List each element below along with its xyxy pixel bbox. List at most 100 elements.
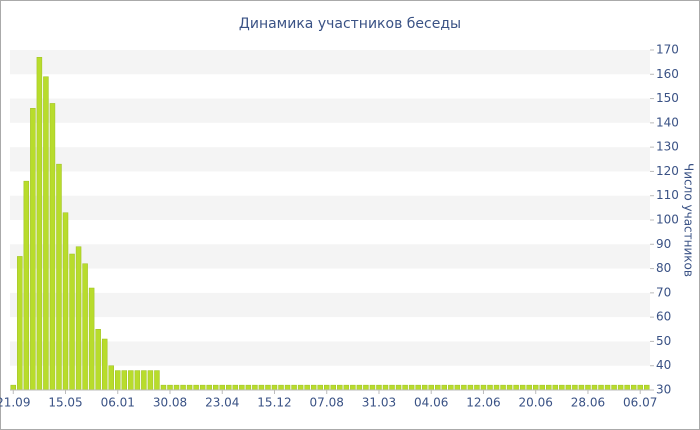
bar xyxy=(88,287,95,391)
bar xyxy=(128,370,134,391)
bar xyxy=(75,246,82,391)
x-tick-label: 12.06 xyxy=(466,396,500,410)
y-tick-label: 140 xyxy=(656,115,679,129)
bar xyxy=(278,384,284,391)
bar xyxy=(186,384,193,391)
x-tick-label: 20.06 xyxy=(519,396,553,410)
y-tick-label: 50 xyxy=(656,334,671,348)
bar xyxy=(154,370,160,391)
y-tick-label: 60 xyxy=(656,310,671,324)
x-tick-label: 15.12 xyxy=(257,396,291,410)
bar xyxy=(95,329,101,391)
x-tick-label: 15.05 xyxy=(48,396,82,410)
y-tick-label: 150 xyxy=(656,91,679,105)
bar xyxy=(10,384,16,391)
bar xyxy=(69,253,75,391)
bar xyxy=(350,384,356,391)
bar xyxy=(559,384,565,391)
bar xyxy=(212,384,219,391)
x-tick-label: 30.08 xyxy=(153,396,187,410)
bar xyxy=(284,384,291,391)
bar xyxy=(480,384,487,391)
chart-title: Динамика участников беседы xyxy=(239,16,461,32)
bar xyxy=(304,384,310,391)
bar xyxy=(363,384,369,391)
bar xyxy=(310,384,317,391)
bar xyxy=(513,384,519,391)
y-tick-label: 120 xyxy=(656,164,679,178)
bar xyxy=(604,384,611,391)
bar xyxy=(180,384,186,391)
bar xyxy=(415,384,421,391)
bar xyxy=(330,384,336,391)
bar xyxy=(526,384,532,391)
bar xyxy=(199,384,206,391)
bar xyxy=(532,384,539,391)
bar xyxy=(630,384,637,391)
bar xyxy=(291,384,297,391)
bar xyxy=(461,384,467,391)
y-tick-label: 160 xyxy=(656,67,679,81)
grid-band xyxy=(10,341,650,366)
bar xyxy=(428,384,434,391)
bar xyxy=(617,384,624,391)
x-tick-label: 04.06 xyxy=(414,396,448,410)
bar xyxy=(552,384,559,391)
y-tick-label: 90 xyxy=(656,237,671,251)
y-tick-label: 100 xyxy=(656,213,679,227)
bar xyxy=(121,370,128,391)
bar xyxy=(160,384,167,391)
bar xyxy=(611,384,617,391)
grid-band xyxy=(10,195,650,220)
bar xyxy=(115,370,121,391)
bar xyxy=(141,370,147,391)
bar xyxy=(454,384,461,391)
x-tick-label: 06.01 xyxy=(101,396,135,410)
bar xyxy=(376,384,382,391)
bar xyxy=(369,384,376,391)
y-axis-title: Число участников xyxy=(682,163,696,277)
bar xyxy=(232,384,239,391)
bar xyxy=(297,384,304,391)
y-tick-label: 110 xyxy=(656,188,679,202)
bar xyxy=(108,365,114,391)
y-tick-label: 70 xyxy=(656,285,671,299)
bar xyxy=(324,384,330,391)
bar xyxy=(572,384,578,391)
bar xyxy=(487,384,493,391)
grid-band xyxy=(10,147,650,172)
bar xyxy=(219,384,225,391)
bar xyxy=(167,384,173,391)
y-tick-label: 80 xyxy=(656,261,671,275)
bar xyxy=(644,384,650,391)
grid-band xyxy=(10,244,650,269)
bar xyxy=(147,370,154,391)
bar xyxy=(565,384,572,391)
bar xyxy=(624,384,630,391)
y-tick-label: 40 xyxy=(656,358,671,372)
bar xyxy=(506,384,513,391)
y-tick-label: 30 xyxy=(656,383,671,397)
bar xyxy=(389,384,395,391)
bar xyxy=(467,384,474,391)
bar xyxy=(591,384,598,391)
bar xyxy=(226,384,232,391)
bar xyxy=(382,384,389,391)
bar xyxy=(435,384,441,391)
y-tick-label: 170 xyxy=(656,43,679,57)
bar xyxy=(265,384,271,391)
bar xyxy=(271,384,278,391)
bar xyxy=(17,256,23,391)
bar xyxy=(585,384,591,391)
bar xyxy=(395,384,402,391)
bar xyxy=(245,384,252,391)
x-tick-label: 21.09 xyxy=(0,396,30,410)
bar xyxy=(546,384,552,391)
bar xyxy=(578,384,585,391)
bar xyxy=(421,384,428,391)
bar xyxy=(36,57,43,391)
bar xyxy=(317,384,323,391)
bar xyxy=(519,384,526,391)
bar xyxy=(448,384,454,391)
